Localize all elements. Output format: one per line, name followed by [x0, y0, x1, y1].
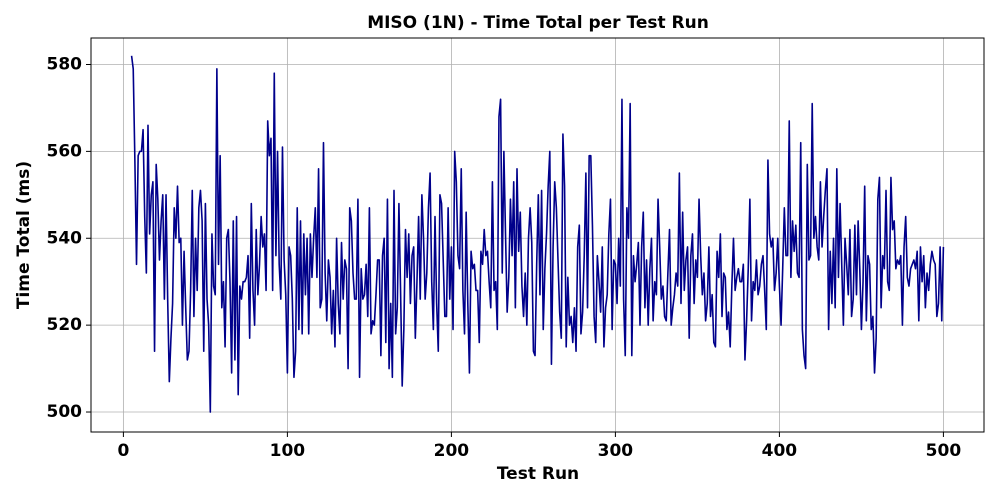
x-tick-label: 500 [926, 441, 962, 461]
x-tick-label: 200 [434, 441, 470, 461]
x-tick-label: 100 [270, 441, 306, 461]
x-tick-label: 0 [117, 441, 129, 461]
chart-title: MISO (1N) - Time Total per Test Run [367, 13, 709, 33]
y-tick-label: 500 [47, 402, 83, 422]
axes-frame [90, 37, 985, 433]
x-tick-label: 300 [598, 441, 634, 461]
y-tick-label: 520 [47, 315, 83, 335]
y-tick-label: 580 [47, 54, 83, 74]
data-line [130, 55, 945, 413]
y-tick-label: 540 [47, 228, 83, 248]
x-axis-label: Test Run [497, 464, 579, 484]
plot-area: 0 100 200 300 400 500 500 520 540 560 580 [47, 37, 985, 461]
x-tick-label: 400 [762, 441, 798, 461]
y-axis-label: Time Total (ms) [14, 161, 34, 309]
y-tick-label: 560 [47, 141, 83, 161]
